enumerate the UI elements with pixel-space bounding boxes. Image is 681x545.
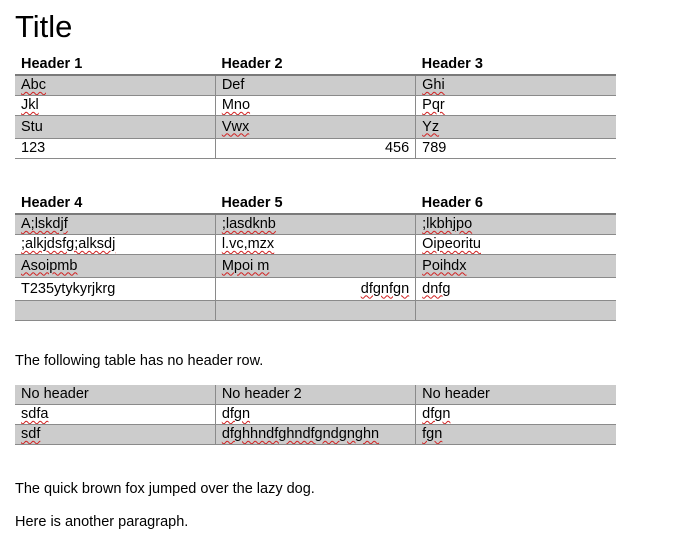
table-cell[interactable]: dnfg (415, 277, 616, 301)
cell-text: 456 (384, 140, 410, 156)
table-row: Abc Def Ghi (15, 75, 616, 96)
column-header[interactable]: Header 2 (215, 55, 416, 76)
table-cell[interactable]: Pqr (415, 95, 616, 116)
table-cell[interactable]: fgn (415, 424, 616, 445)
cell-text: Def (221, 77, 245, 93)
table-2: Header 4 Header 5 Header 6 A;lskdjf ;lasdknb… (15, 194, 616, 321)
table-cell[interactable]: Jkl (15, 95, 216, 116)
table-row: A;lskdjf ;lasdknb ;lkbhjpo (15, 214, 616, 235)
cell-text: Mpoi m (221, 257, 270, 274)
table-cell[interactable]: Yz (415, 115, 616, 139)
cell-text: sdfa (21, 406, 49, 422)
table-cell[interactable]: No header (415, 385, 616, 405)
table-cell[interactable]: Mno (214, 95, 416, 116)
table-row (15, 300, 616, 321)
table-cell[interactable]: Asoipmb (15, 254, 216, 278)
table-cell[interactable]: No header (15, 385, 216, 405)
cell-text: dfgnfgn (360, 280, 410, 297)
table-cell[interactable]: dfghhndfghndfgndgnghn (214, 424, 416, 445)
table-row: Jkl Mno Pqr (15, 95, 616, 116)
table-cell[interactable] (214, 300, 416, 321)
header-row: Header 4 Header 5 Header 6 (15, 194, 616, 215)
cell-text: Pqr (422, 97, 445, 113)
column-header[interactable]: Header 5 (215, 194, 416, 215)
table-cell[interactable]: sdfa (15, 404, 216, 425)
table-row: sdfa dfgn dfgn (15, 404, 616, 425)
cell-text: Stu (21, 118, 43, 135)
table-cell[interactable]: Vwx (214, 115, 416, 139)
cell-text: ;lkbhjpo (422, 216, 473, 232)
table-row: ;alkjdsfg;alksdj l.vc,mzx Oipeoritu (15, 234, 616, 255)
table-cell[interactable]: dfgn (214, 404, 416, 425)
paragraph-no-header-intro: The following table has no header row. (15, 353, 264, 369)
table-cell[interactable]: Poihdx (415, 254, 616, 278)
table-row: T235ytykyrjkrg dfgnfgn dnfg (15, 277, 616, 301)
cell-text: No header (422, 386, 490, 402)
document-title: Title (15, 9, 73, 44)
table-cell[interactable]: sdf (15, 424, 216, 445)
table-cell[interactable]: ;lkbhjpo (415, 214, 616, 235)
table-row: No header No header 2 No header (15, 385, 616, 405)
table-cell[interactable]: No header 2 (214, 385, 416, 405)
table-cell[interactable] (415, 300, 616, 321)
table-cell[interactable]: ;lasdknb (214, 214, 416, 235)
column-header[interactable]: Header 6 (415, 194, 616, 215)
table-cell[interactable]: Abc (15, 75, 216, 96)
cell-text: dfghhndfghndfgndgnghn (221, 426, 380, 442)
column-header[interactable]: Header 3 (415, 55, 616, 76)
paragraph-fox: The quick brown fox jumped over the lazy… (15, 481, 315, 497)
cell-text: ;alkjdsfg;alksdj (21, 236, 116, 252)
cell-text: 789 (422, 140, 447, 156)
cell-text: sdf (21, 426, 41, 442)
column-header[interactable]: Header 4 (15, 194, 216, 215)
cell-text: No header 2 (221, 386, 302, 402)
table-3: No header No header 2 No header sdfa dfgn dfg… (15, 385, 616, 445)
table-cell[interactable]: Def (214, 75, 416, 96)
table-cell[interactable]: 456 (214, 138, 416, 159)
table-row: Asoipmb Mpoi m Poihdx (15, 254, 616, 278)
cell-text: No header (21, 386, 89, 402)
table-1: Header 1 Header 2 Header 3 Abc Def Ghi Jkl Mno P… (15, 55, 616, 159)
table-row: sdf dfghhndfghndfgndgnghn fgn (15, 424, 616, 445)
table-cell[interactable] (15, 300, 216, 321)
column-header[interactable]: Header 1 (15, 55, 216, 76)
cell-text: Yz (422, 118, 440, 135)
header-row: Header 1 Header 2 Header 3 (15, 55, 616, 76)
table-cell[interactable]: l.vc,mzx (214, 234, 416, 255)
cell-text: l.vc,mzx (221, 236, 275, 252)
table-cell[interactable]: Stu (15, 115, 216, 139)
table-cell[interactable]: 123 (15, 138, 216, 159)
paragraph-another: Here is another paragraph. (15, 514, 189, 530)
cell-text: A;lskdjf (21, 216, 68, 232)
cell-text: Oipeoritu (422, 236, 481, 252)
cell-text: dfgn (422, 406, 451, 422)
table-row: Stu Vwx Yz (15, 115, 616, 139)
cell-text: fgn (422, 426, 443, 442)
cell-text: Vwx (221, 118, 250, 135)
table-cell[interactable]: dfgnfgn (214, 277, 416, 301)
cell-text: Asoipmb (21, 257, 78, 274)
table-cell[interactable]: dfgn (415, 404, 616, 425)
table-cell[interactable]: ;alkjdsfg;alksdj (15, 234, 216, 255)
cell-text: ;lasdknb (221, 216, 276, 232)
table-row: 123 456 789 (15, 138, 616, 159)
table-cell[interactable]: Ghi (415, 75, 616, 96)
cell-text: Abc (21, 77, 46, 93)
cell-text: 123 (21, 140, 46, 156)
cell-text: Ghi (422, 77, 445, 93)
cell-text: dfgn (221, 406, 251, 422)
table-cell[interactable]: Mpoi m (214, 254, 416, 278)
cell-text: dnfg (422, 280, 451, 297)
table-cell[interactable]: Oipeoritu (415, 234, 616, 255)
cell-text: Jkl (21, 97, 39, 113)
table-cell[interactable]: A;lskdjf (15, 214, 216, 235)
cell-text: Poihdx (422, 257, 467, 274)
cell-text: T235ytykyrjkrg (21, 280, 116, 297)
cell-text: Mno (221, 97, 251, 113)
table-cell[interactable]: T235ytykyrjkrg (15, 277, 216, 301)
table-cell[interactable]: 789 (415, 138, 616, 159)
